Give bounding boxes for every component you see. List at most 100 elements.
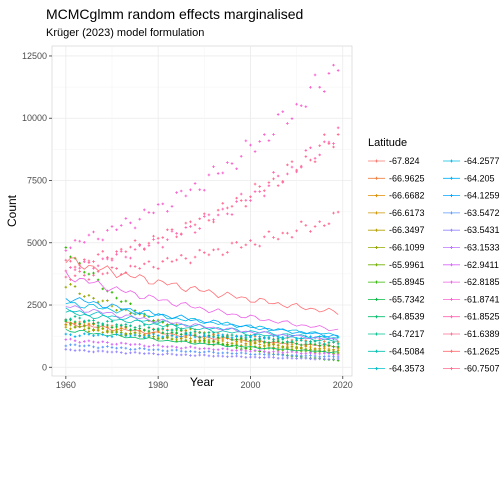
series-point: [276, 343, 280, 347]
series-point: [110, 331, 114, 334]
series-point: [96, 321, 100, 325]
series-point: [179, 232, 183, 236]
series-point: [235, 334, 238, 338]
series-point: [304, 105, 308, 109]
series-point: [175, 348, 178, 352]
series-point: [276, 356, 280, 360]
series-point: [267, 335, 271, 339]
series-point: [115, 267, 118, 270]
series-point: [304, 149, 308, 152]
series-point: [281, 180, 285, 183]
series-point: [290, 350, 294, 354]
series-point: [295, 229, 298, 233]
series-point: [258, 343, 261, 346]
series-point: [244, 343, 248, 347]
x-axis-ticks: 1960 1980 2000 2020: [56, 376, 353, 390]
series-point: [106, 323, 109, 327]
series-point: [230, 205, 234, 208]
series-point: [96, 329, 100, 332]
legend-key-point: [375, 315, 378, 319]
series-point: [83, 258, 86, 261]
series-point: [69, 278, 72, 281]
series-point: [253, 182, 257, 186]
legend-entry: -61.6389: [443, 329, 500, 339]
series-point: [101, 340, 105, 344]
series-point: [73, 339, 77, 343]
series-point: [110, 343, 114, 346]
series-point: [138, 343, 141, 346]
series-point: [152, 319, 155, 322]
series-point: [239, 340, 243, 344]
series-point: [115, 346, 118, 350]
series-point: [327, 142, 331, 145]
legend-label: -64.205: [464, 173, 495, 183]
series-point: [156, 348, 160, 351]
series-point: [147, 211, 151, 214]
legend-key-point: [375, 367, 378, 371]
series-point: [221, 347, 225, 350]
series-point: [212, 351, 215, 354]
series-point: [189, 188, 192, 192]
series-point: [110, 335, 114, 338]
series-point: [87, 233, 91, 237]
series-point: [318, 335, 321, 339]
series-line: [65, 257, 339, 315]
legend-key-point: [450, 194, 453, 198]
series-point: [184, 336, 188, 339]
series-point: [253, 337, 257, 341]
series-point: [170, 345, 174, 348]
series-point: [253, 353, 257, 356]
series-point: [253, 355, 257, 359]
series-point: [73, 335, 77, 338]
series-point: [263, 235, 266, 239]
series-point: [286, 231, 289, 235]
series-point: [189, 339, 192, 343]
series-point: [138, 324, 141, 328]
legend-entry: -64.3573: [368, 364, 425, 374]
series-point: [304, 352, 308, 355]
series-point: [143, 335, 146, 339]
series-point: [161, 345, 165, 348]
series-point: [249, 350, 252, 353]
series-point: [83, 344, 86, 348]
series-point: [69, 246, 72, 250]
series-point: [166, 256, 169, 260]
series-point: [92, 328, 95, 331]
series-point: [152, 348, 155, 352]
legend-key-point: [375, 332, 378, 336]
series-point: [258, 349, 261, 352]
series-point: [129, 324, 132, 328]
legend-label: -61.8525: [464, 312, 500, 322]
series-point: [276, 335, 280, 339]
series-point: [226, 251, 229, 254]
series-point: [207, 173, 211, 177]
series-point: [193, 231, 197, 234]
series-point: [64, 318, 68, 322]
series-point: [184, 346, 188, 349]
series-point: [92, 340, 95, 344]
series-point: [323, 346, 326, 350]
series-point: [198, 353, 201, 357]
series-point: [129, 312, 132, 315]
series-point: [272, 350, 275, 354]
series-point: [239, 199, 243, 202]
series-point: [267, 139, 271, 142]
series-point: [299, 164, 303, 168]
series-point: [133, 347, 137, 351]
series-point: [143, 328, 146, 332]
series-point: [295, 345, 298, 349]
series-point: [170, 352, 174, 356]
series-point: [226, 335, 229, 339]
series-point: [216, 354, 220, 358]
series-point: [119, 341, 123, 345]
series-point: [78, 325, 81, 328]
series-point: [295, 337, 298, 340]
series-point: [221, 339, 225, 343]
series-point: [216, 208, 220, 212]
series-point: [106, 299, 109, 302]
series-point: [96, 300, 100, 304]
chart-title: MCMCglmm random effects marginalised: [46, 6, 303, 22]
series-point: [299, 104, 303, 107]
series-point: [129, 332, 132, 335]
series-point: [101, 322, 105, 326]
